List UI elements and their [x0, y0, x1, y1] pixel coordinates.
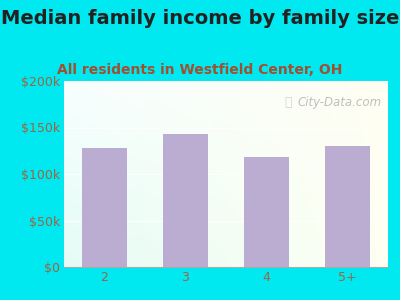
Bar — [325, 146, 370, 267]
Text: City-Data.com: City-Data.com — [297, 96, 382, 109]
Bar — [244, 157, 289, 267]
Text: All residents in Westfield Center, OH: All residents in Westfield Center, OH — [57, 63, 343, 77]
Bar — [82, 148, 127, 267]
Text: Median family income by family size: Median family income by family size — [1, 9, 399, 28]
Text: Ⓠ: Ⓠ — [284, 96, 292, 109]
Bar — [163, 134, 208, 267]
